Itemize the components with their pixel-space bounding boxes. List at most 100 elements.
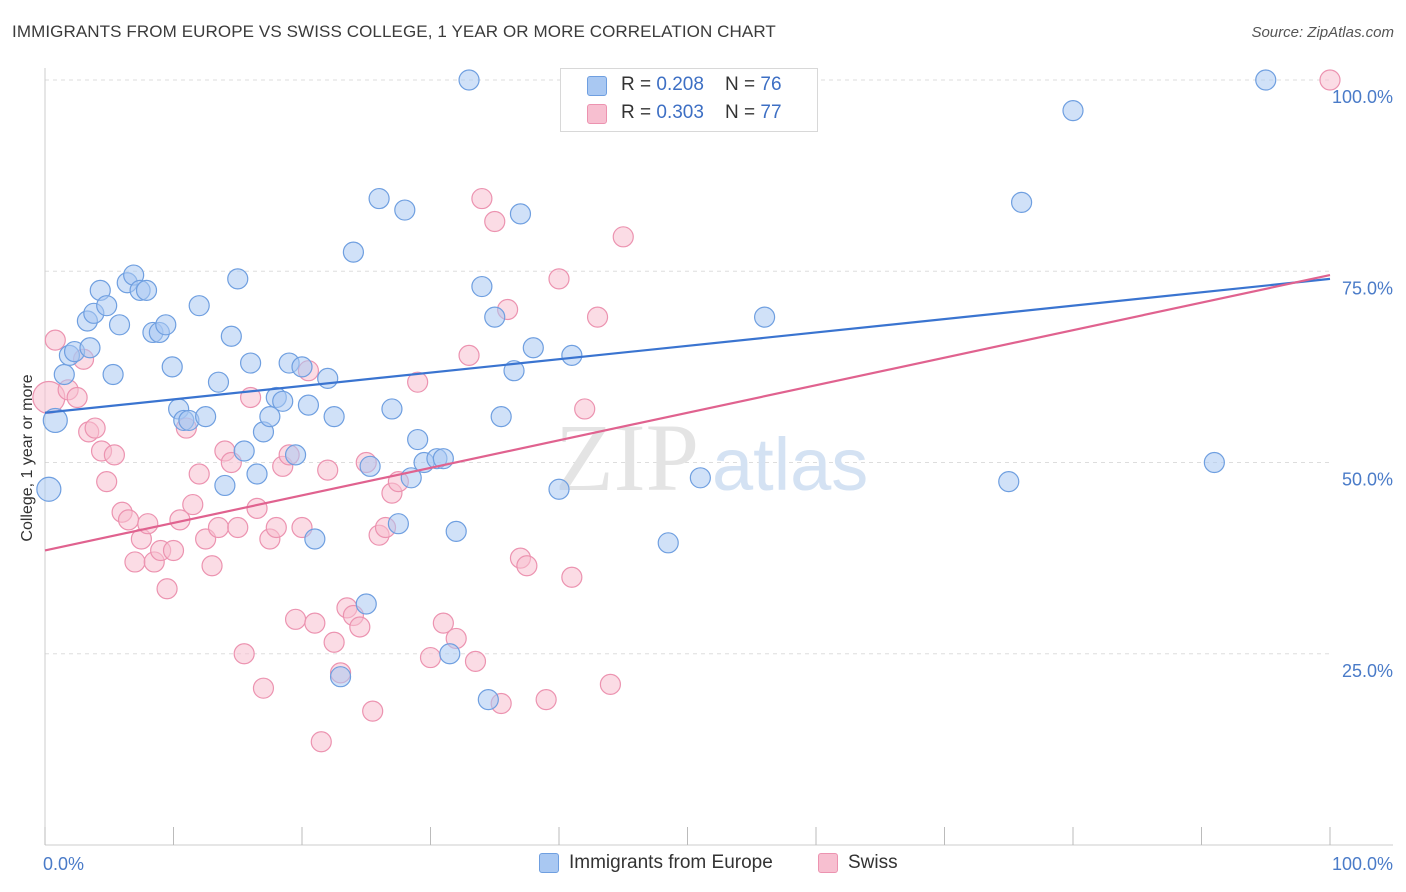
- legend-n-label: N =: [725, 102, 761, 123]
- immigrants-point: [689, 467, 711, 489]
- legend-r-value: 0.303: [656, 102, 704, 123]
- immigrants-point: [657, 532, 679, 554]
- swiss-point: [310, 731, 332, 753]
- immigrants-point: [1010, 191, 1033, 213]
- legend-n-value: 76: [760, 74, 782, 95]
- swiss-point: [124, 551, 146, 573]
- swiss-point: [96, 471, 118, 493]
- swiss-point: [586, 306, 609, 328]
- immigrants-point: [317, 367, 339, 389]
- swiss-point: [535, 689, 557, 711]
- swiss-point: [44, 329, 66, 351]
- swiss-point: [599, 673, 622, 695]
- legend-n-value: 77: [760, 102, 782, 123]
- swiss-point: [284, 608, 307, 630]
- immigrants-point: [561, 344, 583, 366]
- immigrants-point: [509, 203, 532, 225]
- swiss-point: [323, 631, 345, 653]
- swiss-point: [458, 344, 480, 366]
- immigrants-point: [304, 528, 326, 550]
- immigrants-point: [329, 666, 352, 688]
- swiss-point: [407, 371, 429, 393]
- swiss-point: [201, 555, 223, 577]
- legend-n-label: N =: [725, 74, 761, 95]
- immigrants-point: [284, 444, 307, 466]
- bottom-legend-label: Immigrants from Europe: [569, 852, 773, 873]
- immigrants-point: [155, 314, 177, 336]
- immigrants-point: [753, 306, 776, 328]
- immigrants-point: [233, 440, 255, 462]
- immigrants-point: [1203, 451, 1225, 474]
- swiss-point: [574, 398, 596, 420]
- swiss-point: [464, 650, 487, 673]
- swiss-point: [66, 386, 88, 409]
- swiss-point: [84, 417, 106, 439]
- swiss-point: [156, 578, 178, 600]
- legend-swatch-pink: [587, 104, 607, 124]
- immigrants-point: [355, 593, 377, 615]
- trend-lines: [44, 273, 1331, 552]
- immigrants-point: [394, 199, 416, 221]
- immigrants-point: [368, 187, 390, 210]
- immigrants-point: [359, 455, 381, 477]
- immigrants-point: [161, 356, 183, 378]
- swiss-point: [484, 210, 506, 233]
- swiss-point: [471, 187, 493, 210]
- immigrants-point: [477, 689, 499, 711]
- immigrants-point: [445, 520, 467, 542]
- immigrants-from-europe-points: [36, 69, 1277, 711]
- source-credit: Source: ZipAtlas.com: [1251, 24, 1394, 41]
- swiss-point: [561, 566, 583, 588]
- tick-labels: 25.0% 50.0% 75.0% 100.0% 0.0% 100.0%: [43, 87, 1393, 874]
- x-tick-label: 0.0%: [43, 854, 84, 874]
- immigrants-point: [998, 471, 1020, 493]
- swiss-point: [227, 516, 249, 539]
- immigrants-point: [135, 279, 158, 301]
- immigrants-point: [195, 406, 217, 428]
- swiss-point: [103, 444, 125, 466]
- trend-line-swiss: [44, 273, 1331, 552]
- y-tick-label: 75.0%: [1342, 278, 1393, 298]
- immigrants-point: [36, 476, 62, 502]
- bottom-legend-label: Swiss: [848, 852, 898, 873]
- immigrants-point: [407, 428, 429, 451]
- swiss-point: [182, 493, 204, 516]
- legend-r-value: 0.208: [656, 74, 704, 95]
- swiss-point: [349, 616, 371, 638]
- immigrants-point: [323, 406, 345, 428]
- grid-lines: [45, 79, 1330, 655]
- immigrants-point: [439, 643, 461, 665]
- swiss-point: [162, 539, 185, 562]
- y-tick-label: 100.0%: [1332, 87, 1393, 107]
- immigrants-point: [548, 478, 570, 500]
- swiss-point: [188, 463, 210, 485]
- legend-r-label: R =: [621, 102, 657, 123]
- immigrants-point: [220, 325, 242, 347]
- immigrants-point: [214, 474, 236, 497]
- swiss-point: [1319, 69, 1341, 91]
- immigrants-point: [108, 314, 131, 336]
- swiss-point: [265, 516, 287, 539]
- immigrants-point: [240, 352, 262, 374]
- immigrants-point: [272, 390, 294, 412]
- immigrants-point: [42, 407, 68, 434]
- immigrants-point: [381, 398, 403, 420]
- immigrants-point: [387, 513, 409, 535]
- swiss-point: [362, 700, 384, 722]
- watermark-zip: ZIP: [555, 404, 699, 511]
- swiss-point: [317, 459, 339, 481]
- swiss-point: [548, 268, 570, 290]
- trend-line-immigrants: [44, 277, 1331, 414]
- immigrants-point: [188, 295, 210, 317]
- bottom-legend-swatch-blue: [539, 853, 559, 873]
- immigrants-point: [79, 337, 101, 359]
- y-tick-label: 25.0%: [1342, 661, 1393, 681]
- immigrants-point: [207, 371, 230, 393]
- immigrants-point: [297, 394, 320, 416]
- legend: R = 0.208 N = 76 R = 0.303 N = 77: [560, 68, 818, 132]
- bottom-legend-swatch-pink: [818, 853, 838, 873]
- swiss-point: [207, 516, 230, 539]
- immigrants-point: [102, 363, 124, 386]
- swiss-point: [117, 509, 140, 531]
- immigrants-point: [1255, 69, 1277, 91]
